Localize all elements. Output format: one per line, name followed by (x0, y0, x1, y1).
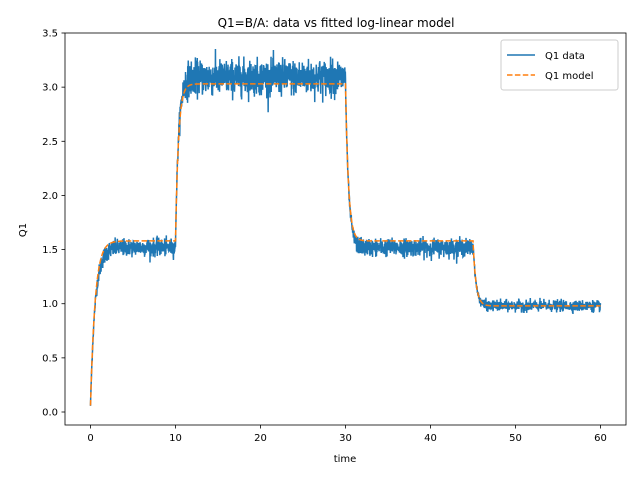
y-tick-label: 3.5 (42, 29, 58, 40)
x-tick-label: 60 (594, 433, 607, 444)
x-tick-label: 50 (509, 433, 522, 444)
plot-area (89, 49, 602, 406)
y-tick-label: 2.0 (42, 191, 58, 202)
x-tick-label: 10 (169, 433, 182, 444)
x-axis-label: time (334, 454, 357, 465)
y-tick-label: 1.5 (42, 245, 58, 256)
y-tick-label: 3.0 (42, 83, 58, 94)
x-axis: 0 10 20 30 40 50 60 (87, 425, 607, 444)
y-tick-label: 0.5 (42, 353, 58, 364)
y-tick-label: 2.5 (42, 137, 58, 148)
legend-box (500, 39, 619, 91)
legend-label-q1-model: Q1 model (545, 71, 594, 82)
x-tick-label: 20 (254, 433, 267, 444)
series-line-q1-model (89, 83, 601, 406)
y-tick-label: 0.0 (42, 408, 58, 419)
legend-label-q1-data: Q1 data (545, 51, 585, 62)
x-tick-label: 0 (87, 433, 93, 444)
chart-title: Q1=B/A: data vs fitted log-linear model (218, 16, 455, 30)
series-line-q1-data (89, 49, 602, 406)
y-tick-label: 1.0 (42, 299, 58, 310)
legend: Q1 data Q1 model (500, 39, 619, 91)
x-tick-label: 30 (339, 433, 352, 444)
y-axis: 0.0 0.5 1.0 1.5 2.0 2.5 3.0 3.5 (42, 29, 65, 419)
x-tick-label: 40 (424, 433, 437, 444)
y-axis-label: Q1 (18, 223, 29, 237)
